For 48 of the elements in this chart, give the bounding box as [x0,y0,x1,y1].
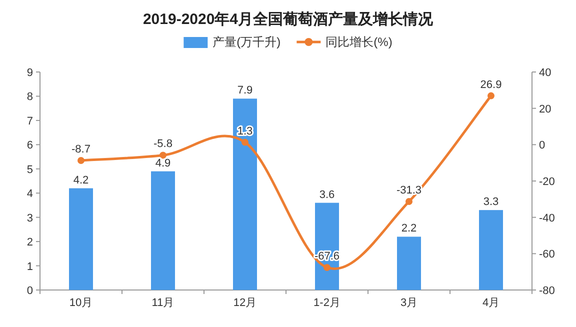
bar [233,98,257,290]
bar [397,236,421,290]
y2-tick-label: -60 [539,248,555,261]
y2-tick-label: -20 [539,176,555,188]
data-label: -5.8 [154,138,172,150]
y-tick-label: 7 [26,115,33,128]
y-tick-label: 5 [26,164,33,176]
data-label: 3.3 [483,196,499,208]
y2-tick-label: 40 [539,67,552,79]
legend-label: 同比增长(%) [326,35,392,49]
point [488,92,494,100]
legend-label: 产量(万千升) [212,35,281,49]
point [324,264,330,271]
data-label: 4.2 [73,174,89,186]
y2-tick-label: 0 [539,140,546,152]
x-tick-label: 10月 [69,297,93,309]
bar [69,188,93,290]
point [160,152,166,159]
bar [479,210,503,290]
point [406,198,412,206]
y-tick-label: 4 [26,188,33,200]
y-tick-label: 2 [26,236,33,249]
point [242,138,248,146]
x-tick-label: 1-2月 [314,297,340,309]
data-label: -67.6 [314,250,340,262]
data-label: 1.3 [237,125,253,138]
y-tick-label: 9 [26,67,33,79]
y2-tick-label: -80 [539,285,555,297]
data-label: 3.6 [319,188,335,201]
x-tick-label: 12月 [233,297,257,309]
data-label: 26.9 [480,78,502,91]
x-tick-label: 11月 [152,297,174,309]
point [78,156,84,164]
y2-tick-label: 20 [539,103,552,116]
bar [151,171,175,290]
y-tick-label: 0 [26,285,33,297]
y2-tick-label: -40 [539,212,555,224]
data-label: -8.7 [72,143,90,156]
y-tick-label: 3 [26,212,33,224]
y-tick-label: 6 [26,140,33,152]
data-label: 4.9 [155,157,171,170]
data-label: 7.9 [237,84,253,97]
x-tick-label: 3月 [400,297,418,309]
x-tick-label: 4月 [482,297,500,309]
y-tick-label: 8 [26,91,33,104]
y-tick-label: 1 [26,260,33,273]
chart-title: 2019-2020年4月全国葡萄酒产量及增长情况 [142,11,434,28]
data-label: 2.2 [401,222,417,235]
